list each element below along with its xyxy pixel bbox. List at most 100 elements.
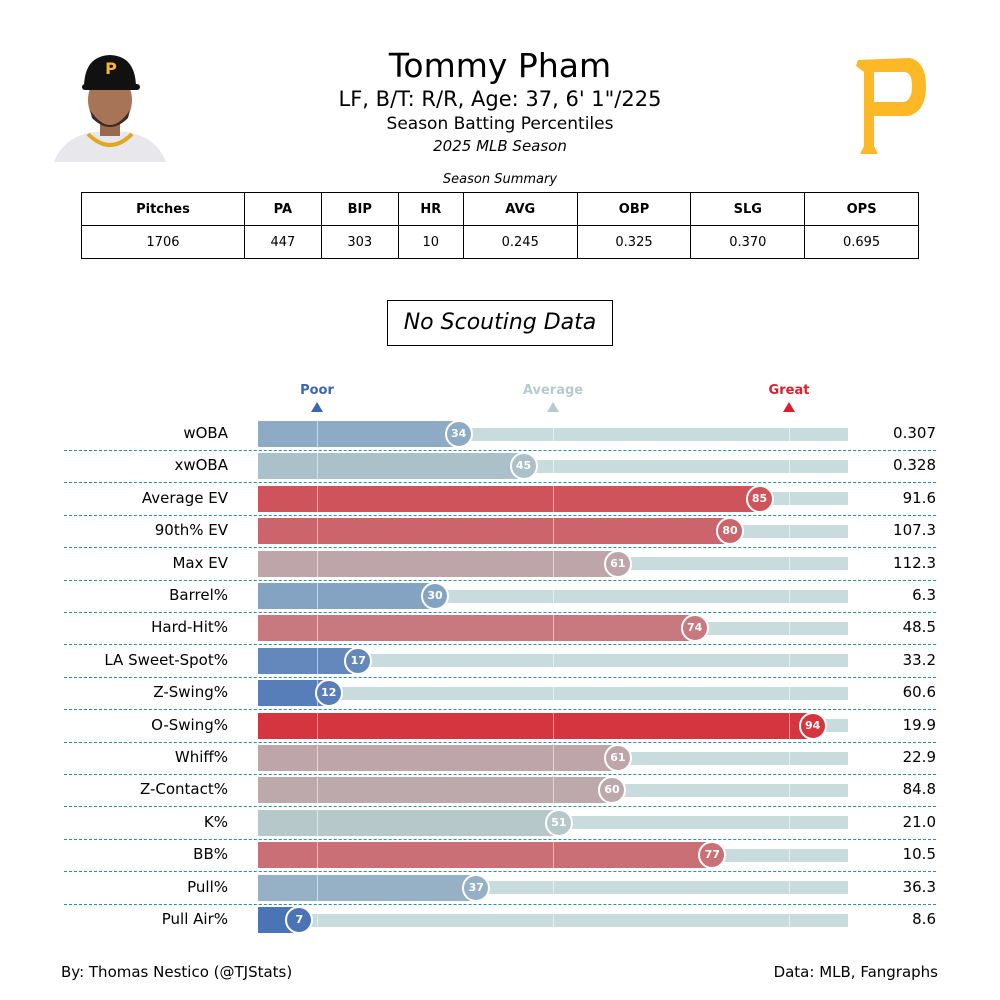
percentile-bar [258, 583, 435, 609]
reference-line [317, 907, 318, 933]
reference-line [789, 453, 790, 480]
metric-value: 0.328 [893, 456, 936, 475]
season-summary-table: Pitches PA BIP HR AVG OBP SLG OPS 1706 447 303 10 0.… [81, 192, 919, 259]
row-divider [64, 871, 936, 873]
row-divider [64, 482, 936, 484]
reference-line [553, 907, 554, 933]
percentile-badge: 51 [544, 808, 573, 837]
marker-triangle-icon [547, 402, 559, 412]
summary-header: OBP [576, 192, 692, 226]
percentile-bar [258, 745, 618, 771]
summary-value: 1706 [81, 225, 245, 259]
metric-label: LA Sweet-Spot% [104, 650, 228, 669]
percentile-bar [258, 647, 359, 674]
percentile-badge: 61 [603, 549, 632, 578]
percentile-badge: 45 [509, 452, 538, 481]
row-divider [64, 903, 936, 905]
reference-line [317, 518, 318, 545]
reference-line [789, 809, 790, 836]
percentile-badge: 7 [285, 906, 314, 934]
metric-value: 36.3 [902, 877, 936, 896]
marker-label-average: Average [522, 383, 584, 398]
percentile-bar [258, 874, 477, 901]
reference-line [789, 518, 790, 545]
metric-label: Barrel% [169, 586, 228, 604]
subtitle: Season Batting Percentiles [386, 114, 614, 134]
player-headshot: P [54, 52, 166, 162]
reference-line [789, 777, 790, 804]
percentile-bar [258, 842, 713, 869]
percentile-badge: 34 [444, 420, 473, 448]
summary-header: SLG [690, 192, 806, 226]
reference-line [553, 421, 554, 447]
metric-value: 21.0 [902, 812, 936, 831]
summary-header: BIP [320, 192, 399, 226]
reference-line [789, 583, 790, 609]
reference-line [553, 647, 554, 674]
percentile-bar [258, 550, 618, 577]
player-info: LF, B/T: R/R, Age: 37, 6' 1"/225 [338, 87, 662, 111]
summary-header: OPS [804, 192, 919, 226]
percentile-badge: 74 [680, 614, 709, 643]
reference-line [317, 583, 318, 609]
metric-label: wOBA [183, 424, 228, 442]
percentile-badge: 30 [421, 582, 449, 610]
reference-line [789, 745, 790, 771]
reference-line [317, 745, 318, 771]
reference-line [317, 777, 318, 804]
marker-triangle-icon [783, 402, 795, 412]
team-logo [852, 54, 928, 162]
metric-value: 19.9 [902, 715, 936, 734]
reference-line [553, 712, 554, 739]
percentile-badge: 94 [798, 711, 827, 740]
row-divider [64, 741, 936, 743]
reference-line [553, 842, 554, 869]
row-divider [64, 806, 936, 808]
reference-line [553, 583, 554, 609]
summary-header: AVG [462, 192, 578, 226]
reference-line [317, 615, 318, 642]
percentile-badge: 85 [745, 484, 774, 513]
row-divider [64, 644, 936, 646]
row-divider [64, 547, 936, 549]
summary-value: 303 [320, 225, 399, 259]
scouting-box: No Scouting Data [387, 300, 613, 346]
metric-value: 91.6 [902, 488, 936, 507]
reference-line [317, 874, 318, 901]
row-divider [64, 514, 936, 516]
reference-line [789, 712, 790, 739]
metric-value: 10.5 [902, 845, 936, 864]
reference-line [553, 485, 554, 512]
reference-line [789, 550, 790, 577]
metric-label: xwOBA [174, 456, 228, 475]
percentile-badge: 17 [344, 646, 373, 675]
metric-label: Hard-Hit% [151, 618, 228, 637]
row-divider [64, 774, 936, 775]
reference-line [553, 680, 554, 707]
metric-label: Z-Swing% [153, 683, 228, 702]
footer-credit: By: Thomas Nestico (@TJStats) [61, 963, 293, 981]
metric-value: 60.6 [902, 683, 936, 702]
summary-header: PA [243, 192, 322, 226]
metric-label: K% [203, 812, 228, 831]
row-divider [64, 450, 936, 451]
metric-value: 33.2 [902, 650, 936, 669]
svg-text:P: P [105, 59, 117, 78]
summary-header: HR [397, 192, 464, 226]
reference-line [317, 809, 318, 836]
metric-label: 90th% EV [154, 521, 228, 540]
metric-label: Z-Contact% [139, 780, 228, 799]
reference-line [553, 874, 554, 901]
metric-value: 6.3 [912, 586, 936, 604]
reference-line [317, 485, 318, 512]
metric-label: O-Swing% [151, 715, 228, 734]
row-divider [64, 676, 936, 678]
metric-value: 107.3 [893, 521, 936, 540]
percentile-bar [258, 421, 459, 447]
summary-value: 0.245 [462, 225, 578, 259]
reference-line [789, 842, 790, 869]
marker-label-poor: Poor [300, 383, 334, 398]
reference-line [789, 874, 790, 901]
reference-line [789, 485, 790, 512]
